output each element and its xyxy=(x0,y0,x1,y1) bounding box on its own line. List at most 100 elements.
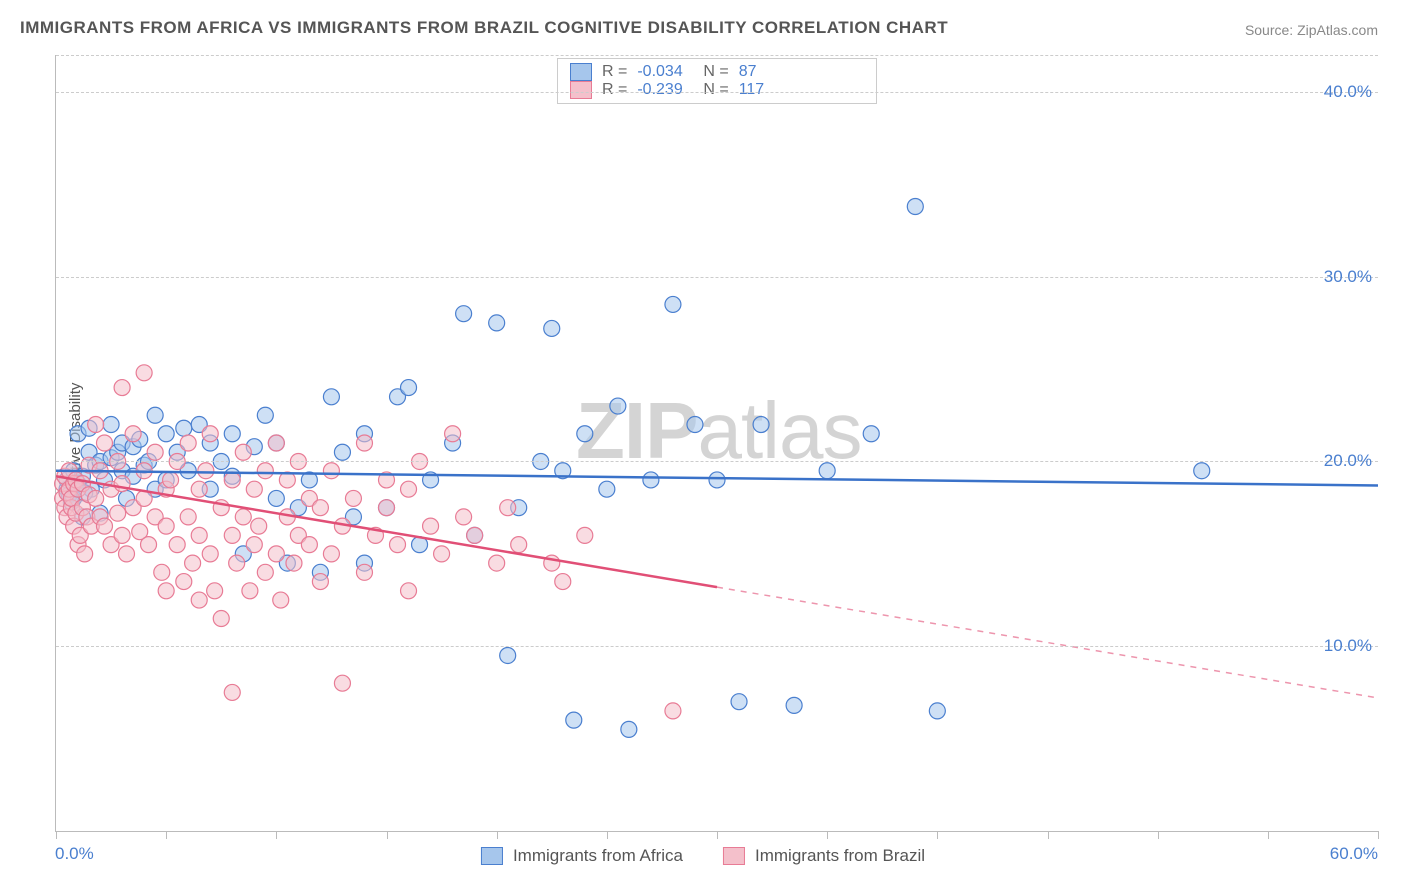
data-point xyxy=(158,426,174,442)
data-point xyxy=(251,518,267,534)
chart-title: IMMIGRANTS FROM AFRICA VS IMMIGRANTS FRO… xyxy=(20,18,948,38)
data-point xyxy=(323,546,339,562)
data-point xyxy=(207,583,223,599)
data-point xyxy=(202,426,218,442)
gridline xyxy=(56,646,1378,647)
data-point xyxy=(191,592,207,608)
data-point xyxy=(224,426,240,442)
legend-r-label: R = xyxy=(602,81,627,99)
gridline xyxy=(56,461,1378,462)
data-point xyxy=(687,417,703,433)
data-point xyxy=(731,694,747,710)
legend-item-africa: Immigrants from Africa xyxy=(481,846,683,866)
x-tick xyxy=(607,831,608,839)
data-point xyxy=(154,564,170,580)
data-point xyxy=(180,435,196,451)
data-point xyxy=(202,546,218,562)
x-tick xyxy=(387,831,388,839)
data-point xyxy=(213,611,229,627)
data-point xyxy=(88,417,104,433)
source-attribution: Source: ZipAtlas.com xyxy=(1245,22,1378,38)
data-point xyxy=(863,426,879,442)
data-point xyxy=(819,463,835,479)
data-point xyxy=(1194,463,1210,479)
data-point xyxy=(709,472,725,488)
data-point xyxy=(246,537,262,553)
y-tick-label: 10.0% xyxy=(1324,636,1372,656)
data-point xyxy=(456,509,472,525)
data-point xyxy=(323,389,339,405)
data-point xyxy=(103,417,119,433)
y-tick-label: 30.0% xyxy=(1324,267,1372,287)
data-point xyxy=(301,537,317,553)
data-point xyxy=(257,564,273,580)
x-tick xyxy=(717,831,718,839)
data-point xyxy=(229,555,245,571)
x-tick xyxy=(497,831,498,839)
data-point xyxy=(224,684,240,700)
data-point xyxy=(180,509,196,525)
data-point xyxy=(77,546,93,562)
chart-plot-area: ZIPatlas R = -0.034 N = 87 R = -0.239 N … xyxy=(55,55,1378,832)
legend-r-label: R = xyxy=(602,63,627,81)
legend-label-brazil: Immigrants from Brazil xyxy=(755,846,925,866)
legend-r-value-africa: -0.034 xyxy=(637,63,693,81)
data-point xyxy=(268,546,284,562)
legend-item-brazil: Immigrants from Brazil xyxy=(723,846,925,866)
data-point xyxy=(246,481,262,497)
legend-row-africa: R = -0.034 N = 87 xyxy=(570,63,864,81)
data-point xyxy=(544,320,560,336)
data-point xyxy=(323,463,339,479)
x-axis-max-label: 60.0% xyxy=(1330,844,1378,864)
data-point xyxy=(379,500,395,516)
data-point xyxy=(273,592,289,608)
data-point xyxy=(96,435,112,451)
data-point xyxy=(500,647,516,663)
gridline xyxy=(56,55,1378,56)
data-point xyxy=(147,444,163,460)
data-point xyxy=(434,546,450,562)
data-point xyxy=(257,463,273,479)
data-point xyxy=(119,546,135,562)
data-point xyxy=(390,537,406,553)
legend-row-brazil: R = -0.239 N = 117 xyxy=(570,81,864,99)
data-point xyxy=(665,703,681,719)
data-point xyxy=(136,365,152,381)
data-point xyxy=(489,315,505,331)
x-tick xyxy=(56,831,57,839)
data-point xyxy=(577,527,593,543)
data-point xyxy=(401,380,417,396)
swatch-africa xyxy=(570,63,592,81)
swatch-brazil-icon xyxy=(723,847,745,865)
data-point xyxy=(665,296,681,312)
data-point xyxy=(224,527,240,543)
x-axis-min-label: 0.0% xyxy=(55,844,94,864)
data-point xyxy=(185,555,201,571)
data-point xyxy=(224,472,240,488)
data-point xyxy=(235,509,251,525)
data-point xyxy=(235,444,251,460)
data-point xyxy=(169,537,185,553)
data-point xyxy=(489,555,505,571)
data-point xyxy=(577,426,593,442)
data-point xyxy=(268,435,284,451)
legend-n-label: N = xyxy=(703,81,728,99)
data-point xyxy=(445,426,461,442)
data-point xyxy=(929,703,945,719)
data-point xyxy=(191,481,207,497)
swatch-africa-icon xyxy=(481,847,503,865)
y-tick-label: 40.0% xyxy=(1324,82,1372,102)
data-point xyxy=(163,472,179,488)
x-tick xyxy=(166,831,167,839)
correlation-legend: R = -0.034 N = 87 R = -0.239 N = 117 xyxy=(557,58,877,104)
data-point xyxy=(334,444,350,460)
data-point xyxy=(356,435,372,451)
data-point xyxy=(566,712,582,728)
data-point xyxy=(125,426,141,442)
data-point xyxy=(345,490,361,506)
data-point xyxy=(96,518,112,534)
x-tick xyxy=(1378,831,1379,839)
data-point xyxy=(786,697,802,713)
data-point xyxy=(401,481,417,497)
data-point xyxy=(191,527,207,543)
